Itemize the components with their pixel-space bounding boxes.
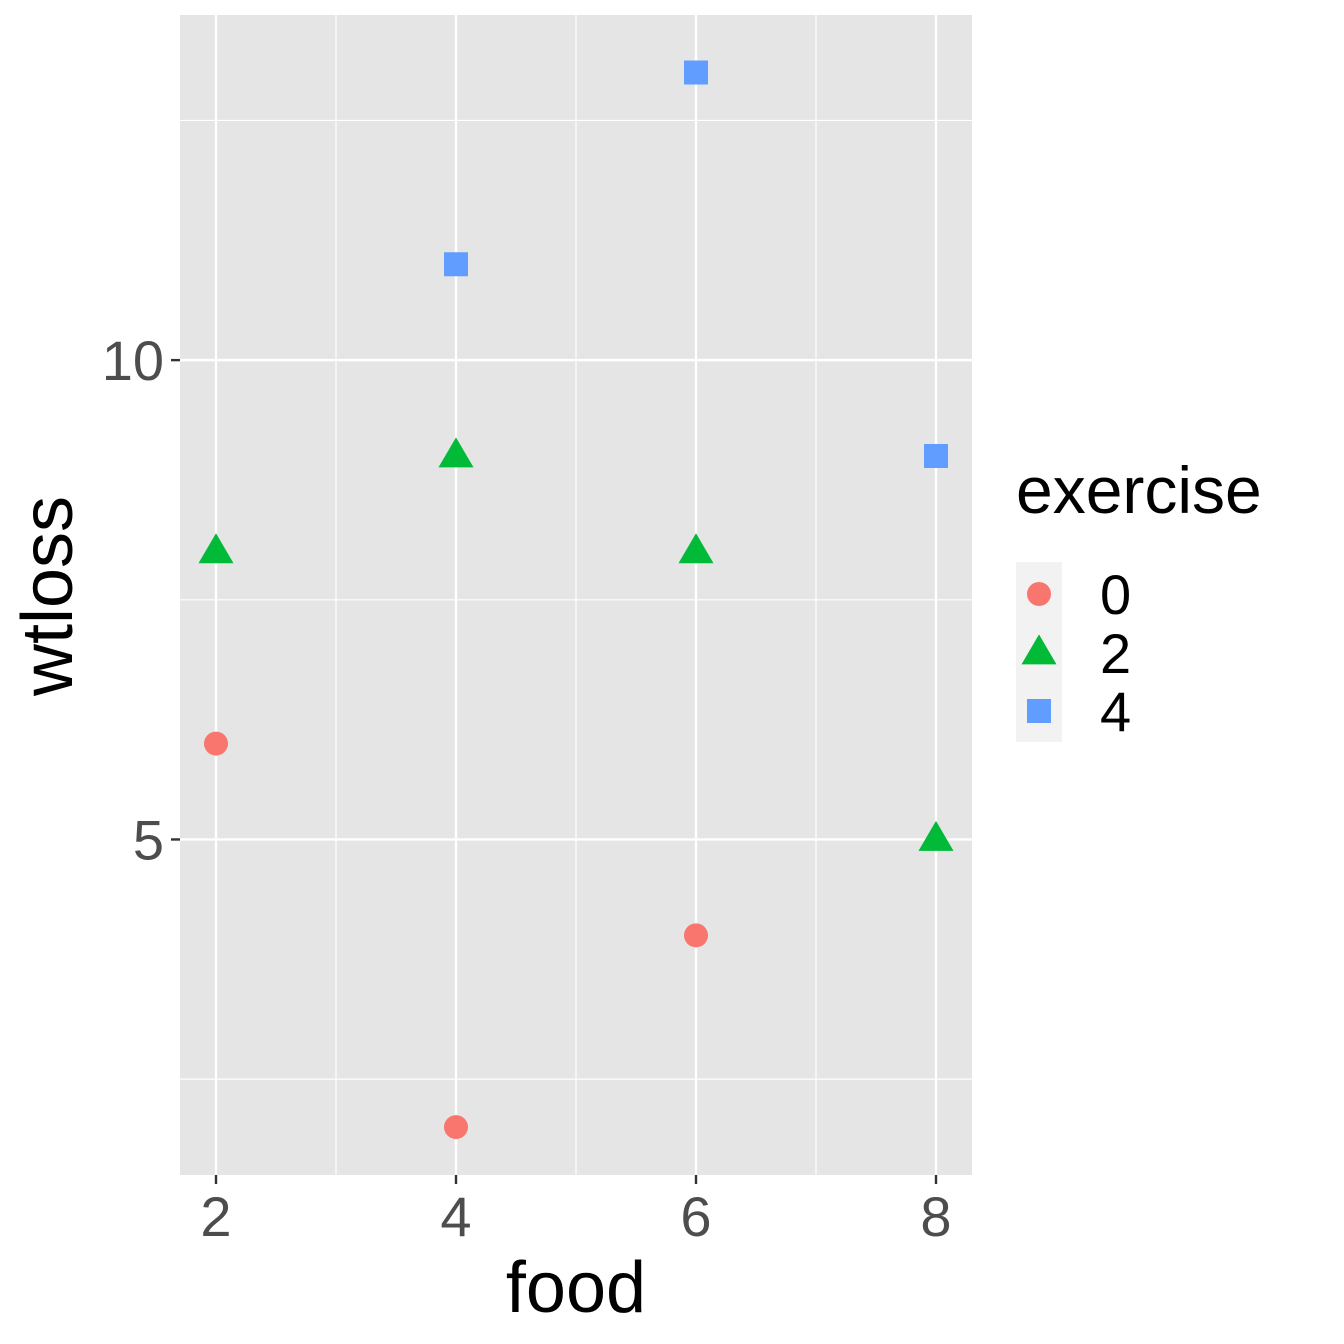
legend-title: exercise [1016,453,1262,527]
data-points [198,60,954,1140]
legend-label: 2 [1100,622,1131,685]
x-tick-label: 2 [200,1185,231,1248]
x-axis-title: food [506,1248,646,1328]
data-point-exercise-0 [684,923,708,948]
legend-entries: 024 [1021,563,1131,743]
data-point-exercise-4 [444,252,468,277]
axis-ticks [171,358,938,1184]
x-axis-tick-labels: 2 4 6 8 [200,1185,951,1248]
data-point-exercise-0 [444,1115,468,1140]
y-tick-label: 5 [133,808,164,871]
major-gridlines [180,15,972,1175]
legend-key-triangle [1021,634,1057,665]
data-point-exercise-0 [204,731,228,756]
legend-entry: 4 [1027,680,1131,743]
data-point-exercise-2 [438,437,474,468]
data-point-exercise-4 [924,443,948,468]
x-tick-label: 4 [440,1185,471,1248]
data-point-exercise-2 [198,533,234,564]
legend-key-square [1027,699,1051,723]
legend-key-circle [1027,582,1051,606]
data-point-exercise-4 [684,60,708,85]
legend-label: 4 [1100,680,1131,743]
minor-gridlines [180,15,972,1175]
y-axis-title: wtloss [8,496,88,697]
data-point-exercise-2 [678,533,714,564]
y-tick-label: 10 [102,329,164,392]
data-point-exercise-2 [918,820,954,851]
legend-entry: 2 [1021,622,1131,685]
y-axis-tick-labels: 5 10 [102,329,164,871]
legend-entry: 0 [1027,563,1131,626]
x-tick-label: 6 [680,1185,711,1248]
legend: exercise 024 [1016,453,1262,743]
legend-label: 0 [1100,563,1131,626]
x-tick-label: 8 [920,1185,951,1248]
